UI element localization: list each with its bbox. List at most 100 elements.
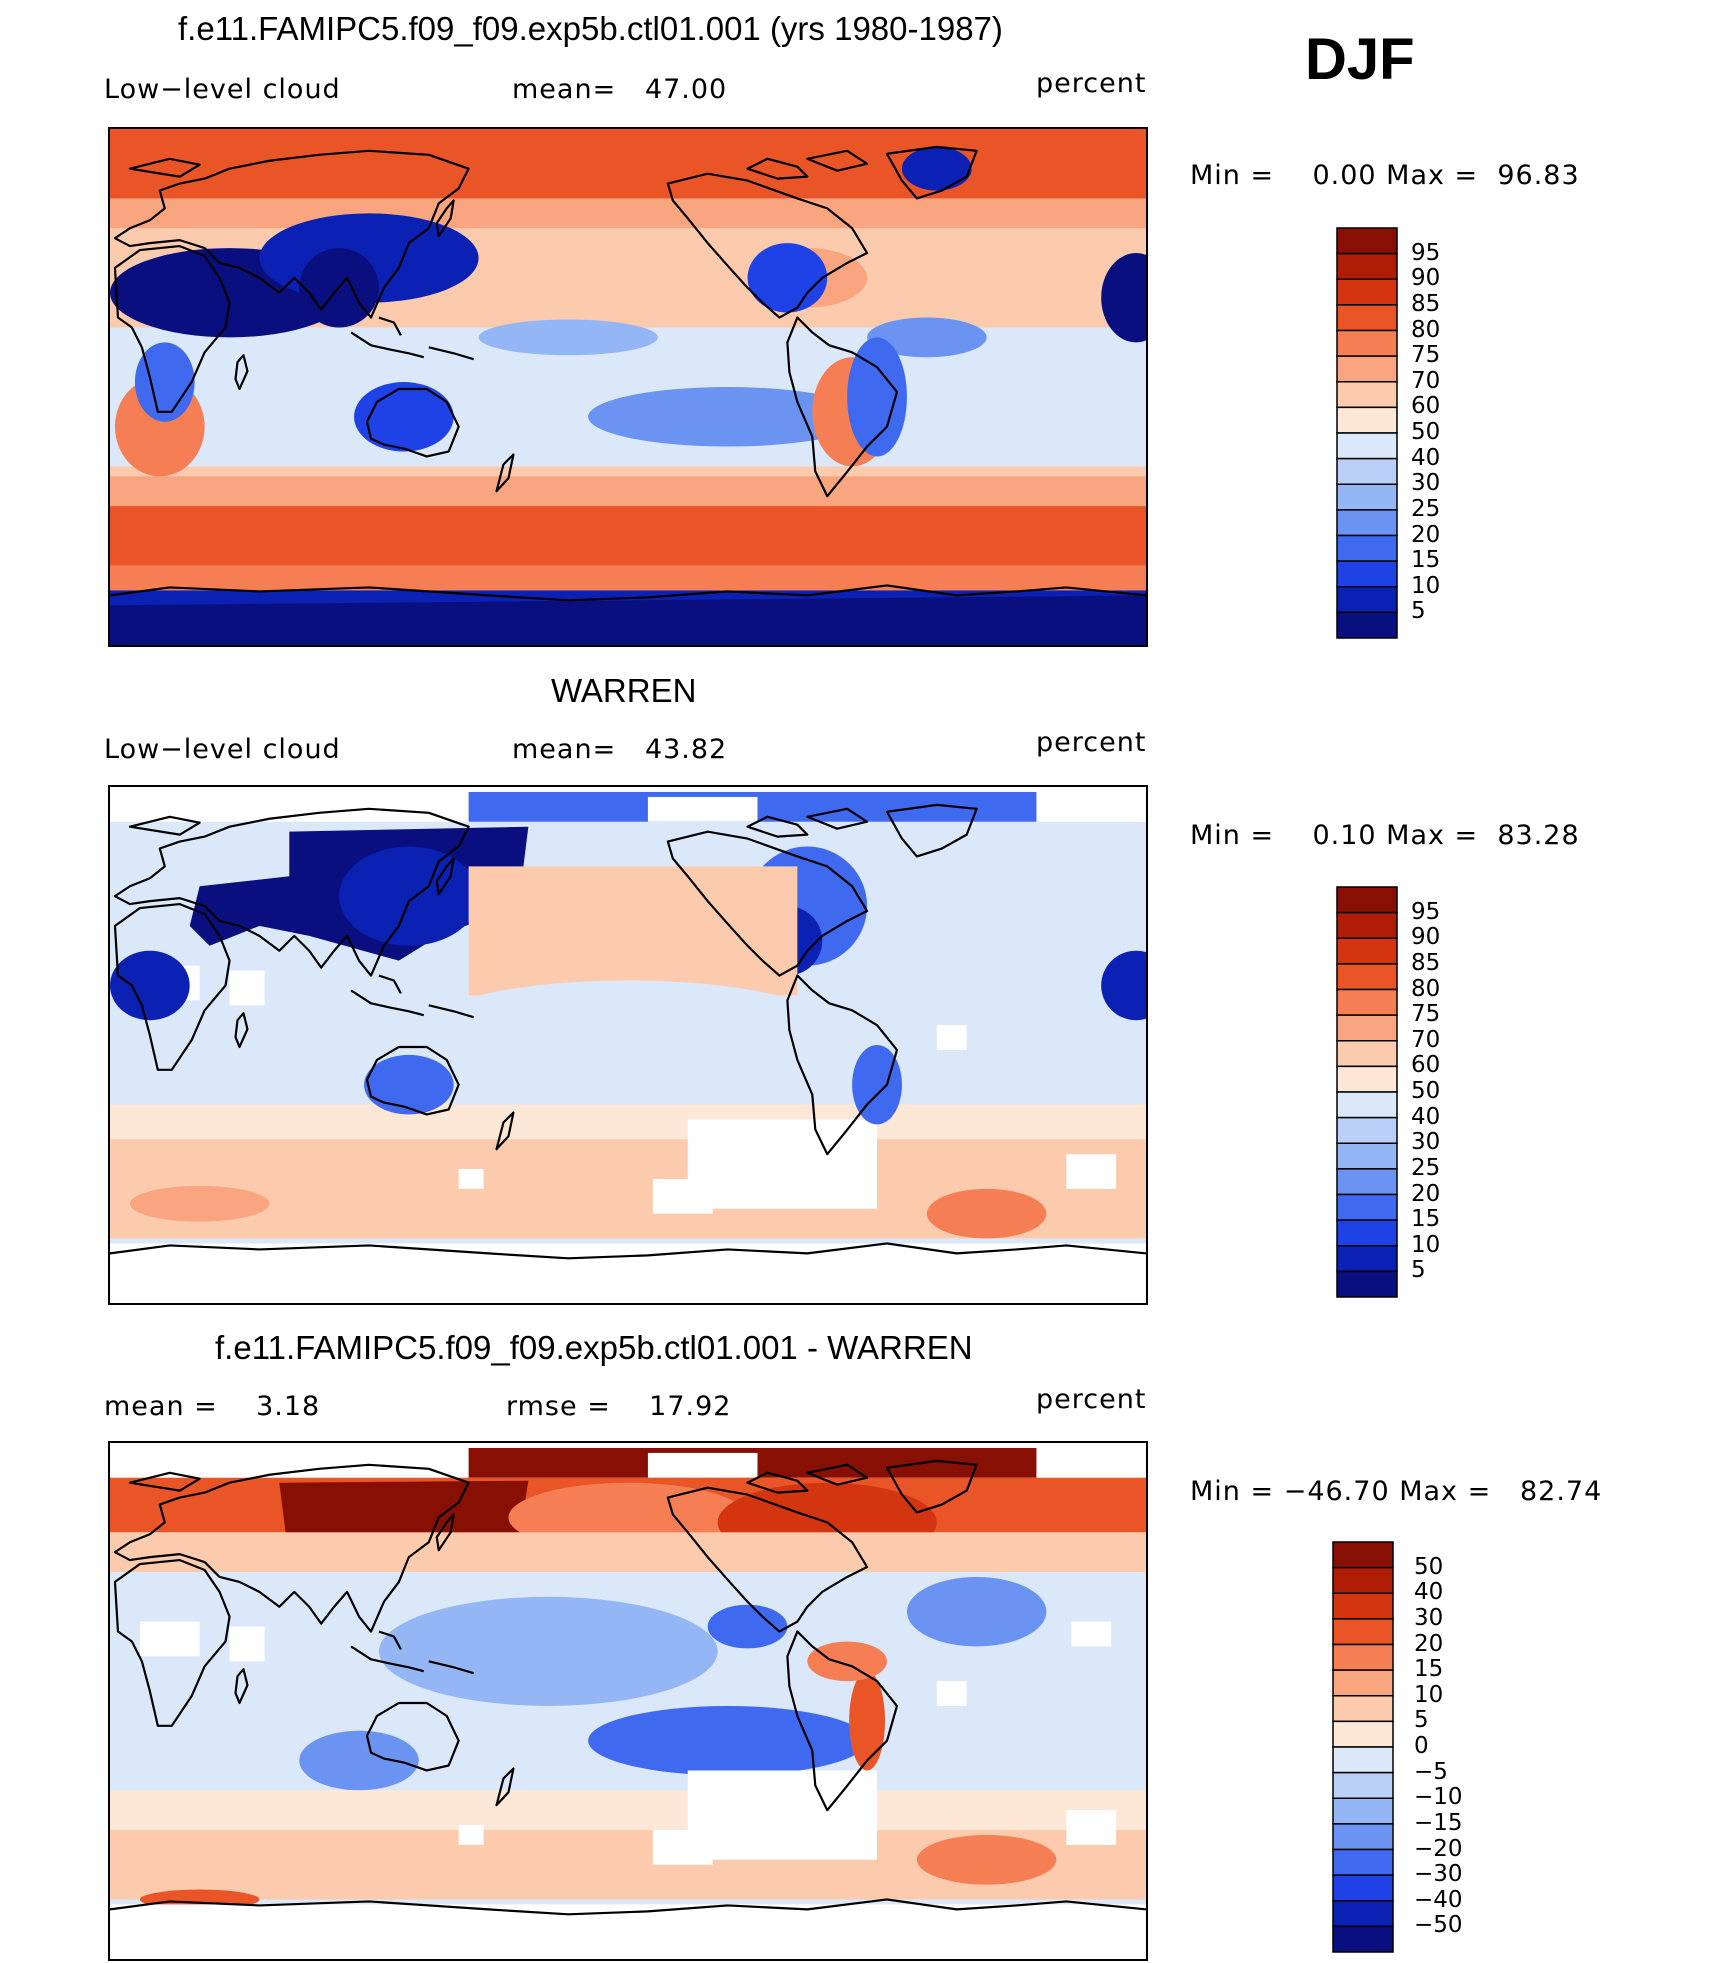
colorbar-tick-label: 30 [1411, 1129, 1441, 1156]
colorbar-tick-label: 75 [1411, 1001, 1441, 1028]
colorbar-tick-label: 40 [1411, 1103, 1441, 1130]
panel1-title: f.e11.FAMIPC5.f09_f09.exp5b.ctl01.001 (y… [178, 10, 1003, 47]
colorbar-tick-label: 80 [1411, 975, 1441, 1002]
colorbar-tick-label: 10 [1414, 1681, 1444, 1708]
colorbar-tick-label: 30 [1411, 470, 1441, 497]
colorbar-tick-label: 80 [1411, 316, 1441, 343]
colorbar-swatch [1332, 1797, 1394, 1825]
colorbar-tick-label: 90 [1411, 265, 1441, 292]
colorbar-swatch [1336, 1065, 1398, 1093]
colorbar-swatch [1332, 1695, 1394, 1723]
colorbar-swatch [1336, 278, 1398, 306]
colorbar-swatch [1332, 1848, 1394, 1876]
colorbar-tick-label: 50 [1411, 1078, 1441, 1104]
colorbar-tick-label: 25 [1411, 495, 1441, 522]
colorbar-swatch [1336, 1168, 1398, 1196]
colorbar-swatch [1332, 1566, 1394, 1594]
panel2-variable-label: Low−level cloud [104, 734, 341, 765]
colorbar-tick-label: 60 [1411, 393, 1441, 420]
colorbar-tick-label: −40 [1414, 1886, 1463, 1913]
panel3-map [108, 1441, 1148, 1961]
colorbar-tick-label: −10 [1414, 1784, 1463, 1811]
colorbar-swatch [1336, 1091, 1398, 1119]
season-label: DJF [1305, 27, 1415, 92]
colorbar-tick-label: 15 [1411, 1206, 1441, 1233]
colorbar-tick-label: 25 [1411, 1154, 1441, 1181]
colorbar-swatch [1336, 381, 1398, 409]
panel3-mean-label: mean = 3.18 [104, 1391, 321, 1422]
colorbar-swatch [1336, 304, 1398, 332]
panel3-minmax: Min = −46.70 Max = 82.74 [1190, 1476, 1603, 1507]
panel3-colorbar [1332, 1541, 1396, 1959]
colorbar-tick-label: 40 [1414, 1579, 1444, 1606]
panel1-colorbar-swatches [1336, 227, 1398, 639]
colorbar-swatch [1336, 457, 1398, 485]
colorbar-tick-label: −50 [1414, 1912, 1463, 1939]
colorbar-swatch [1332, 1900, 1394, 1928]
colorbar-tick-label: 85 [1411, 290, 1441, 317]
colorbar-tick-label: 5 [1411, 1257, 1426, 1284]
colorbar-swatch [1332, 1669, 1394, 1697]
colorbar-tick-label: −5 [1414, 1758, 1448, 1785]
colorbar-tick-label: −20 [1414, 1835, 1463, 1862]
colorbar-swatch [1336, 406, 1398, 434]
colorbar-tick-label: 90 [1411, 924, 1441, 951]
colorbar-tick-label: 10 [1411, 572, 1441, 599]
colorbar-tick-label: 0 [1414, 1733, 1429, 1759]
colorbar-swatch [1336, 1193, 1398, 1221]
colorbar-tick-label: 60 [1411, 1052, 1441, 1079]
panel2-map [108, 785, 1148, 1305]
panel2-mean-label: mean= 43.82 [512, 734, 728, 765]
colorbar-swatch [1332, 1720, 1394, 1748]
colorbar-swatch [1332, 1874, 1394, 1902]
colorbar-tick-label: 20 [1411, 521, 1441, 548]
colorbar-swatch [1332, 1541, 1394, 1569]
colorbar-swatch [1332, 1746, 1394, 1774]
colorbar-swatch [1336, 886, 1398, 914]
colorbar-swatch [1336, 509, 1398, 537]
panel1-minmax: Min = 0.00 Max = 96.83 [1190, 160, 1580, 191]
colorbar-tick-label: 5 [1411, 598, 1426, 625]
panel1-mean-label: mean= 47.00 [512, 74, 728, 105]
colorbar-tick-label: −30 [1414, 1861, 1463, 1888]
panel2-title: WARREN [551, 672, 697, 709]
colorbar-swatch [1332, 1592, 1394, 1620]
colorbar-swatch [1336, 611, 1398, 639]
colorbar-tick-label: 95 [1411, 898, 1441, 925]
colorbar-tick-label: 15 [1411, 547, 1441, 574]
colorbar-swatch [1336, 432, 1398, 460]
panel2-units-label: percent [1036, 727, 1147, 758]
colorbar-swatch [1336, 534, 1398, 562]
panel3-colorbar-swatches [1332, 1541, 1394, 1953]
colorbar-tick-label: 10 [1411, 1231, 1441, 1258]
colorbar-swatch [1336, 586, 1398, 614]
colorbar-tick-label: −15 [1414, 1809, 1463, 1836]
colorbar-tick-label: 20 [1414, 1630, 1444, 1657]
colorbar-swatch [1336, 355, 1398, 383]
colorbar-swatch [1336, 937, 1398, 965]
colorbar-tick-label: 50 [1411, 419, 1441, 445]
colorbar-tick-label: 85 [1411, 949, 1441, 976]
panel1-units-label: percent [1036, 68, 1147, 99]
colorbar-swatch [1336, 227, 1398, 255]
colorbar-tick-label: 30 [1414, 1604, 1444, 1631]
colorbar-swatch [1336, 988, 1398, 1016]
colorbar-swatch [1332, 1643, 1394, 1671]
colorbar-tick-label: 50 [1414, 1553, 1444, 1580]
colorbar-swatch [1336, 1245, 1398, 1273]
colorbar-swatch [1336, 1014, 1398, 1042]
panel2-minmax: Min = 0.10 Max = 83.28 [1190, 820, 1580, 851]
colorbar-swatch [1332, 1618, 1394, 1646]
colorbar-swatch [1336, 483, 1398, 511]
panel1-map [108, 127, 1148, 647]
colorbar-swatch [1336, 329, 1398, 357]
colorbar-tick-label: 70 [1411, 1026, 1441, 1053]
colorbar-swatch [1336, 1040, 1398, 1068]
panel3-title: f.e11.FAMIPC5.f09_f09.exp5b.ctl01.001 - … [215, 1329, 973, 1366]
panel1-colorbar [1336, 227, 1400, 645]
colorbar-tick-label: 75 [1411, 342, 1441, 369]
colorbar-swatch [1336, 1219, 1398, 1247]
colorbar-tick-label: 70 [1411, 367, 1441, 394]
colorbar-swatch [1336, 1142, 1398, 1170]
colorbar-swatch [1336, 963, 1398, 991]
